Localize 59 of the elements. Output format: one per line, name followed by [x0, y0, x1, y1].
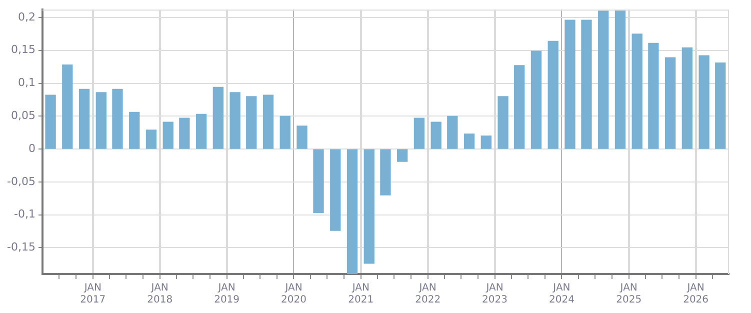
- x-tick-label: JAN 2020: [281, 282, 306, 306]
- bar: [414, 118, 425, 149]
- bar: [664, 57, 676, 149]
- x-tick-label: JAN 2026: [683, 282, 709, 306]
- bar: [112, 88, 123, 149]
- bar: [262, 94, 274, 149]
- x-tick-label: JAN 2017: [80, 282, 106, 306]
- bar: [581, 20, 592, 149]
- bar: [430, 122, 442, 149]
- bar: [548, 40, 558, 149]
- bar: [179, 118, 190, 149]
- bar: [280, 116, 290, 149]
- bar: [598, 10, 609, 149]
- bar: [212, 86, 224, 149]
- bar: [230, 92, 240, 149]
- bar: [313, 149, 324, 214]
- y-tick-label: 0,05: [10, 109, 36, 122]
- x-tick-label: JAN 2018: [147, 282, 173, 306]
- bar: [480, 136, 492, 149]
- bar: [146, 130, 157, 149]
- bar: [614, 10, 626, 149]
- x-tick-label: JAN 2023: [482, 282, 508, 306]
- bar: [698, 55, 710, 149]
- bar: [96, 92, 106, 149]
- bar: [78, 88, 90, 149]
- bar: [162, 122, 174, 149]
- bar: [296, 126, 308, 149]
- y-tick-label: 0,1: [18, 76, 36, 90]
- bar: [632, 34, 642, 149]
- y-tick-label: 0,15: [10, 43, 36, 56]
- bar: [364, 149, 374, 264]
- bar: [45, 94, 56, 149]
- x-tick-label: JAN 2024: [548, 282, 574, 306]
- y-tick-label: -0,1: [14, 208, 36, 221]
- x-tick-label: JAN 2019: [214, 282, 240, 306]
- bar: [330, 149, 341, 231]
- bar: [196, 114, 207, 149]
- bar: [447, 116, 458, 149]
- bar: [564, 20, 576, 149]
- x-tick-label: JAN 2021: [348, 282, 374, 306]
- bar: [715, 62, 726, 149]
- bar: [514, 65, 525, 149]
- bar: [380, 149, 391, 196]
- bar: [648, 42, 659, 149]
- y-tick-label: 0,2: [18, 10, 36, 24]
- bar: [498, 96, 508, 149]
- y-tick-label: -0,15: [6, 240, 36, 254]
- bar: [464, 134, 475, 149]
- bar: [346, 149, 358, 274]
- bar: [530, 50, 542, 149]
- bar: [397, 149, 408, 162]
- bar: [62, 64, 73, 149]
- x-tick-label: JAN 2022: [415, 282, 441, 306]
- bar: [246, 96, 257, 149]
- x-tick-label: JAN 2025: [616, 282, 642, 306]
- bar: [129, 112, 140, 149]
- bar: [682, 47, 693, 149]
- y-tick-label: -0,05: [6, 174, 36, 188]
- y-tick-label: 0: [28, 142, 36, 155]
